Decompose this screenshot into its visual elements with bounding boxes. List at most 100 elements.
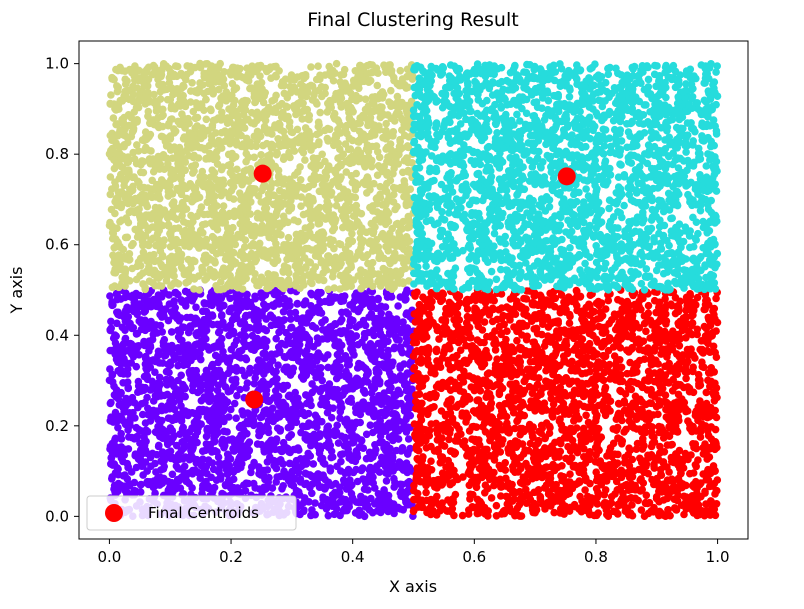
cluster-1-point <box>693 325 702 334</box>
cluster-0-point <box>314 366 323 375</box>
cluster-1-point <box>673 496 682 505</box>
cluster-1-point <box>642 491 651 500</box>
cluster-0-point <box>340 479 349 487</box>
cluster-1-point <box>418 502 427 511</box>
cluster-0-point <box>232 336 241 345</box>
cluster-1-point <box>458 400 467 409</box>
cluster-0-point <box>279 482 288 490</box>
cluster-1-point <box>553 329 561 338</box>
cluster-1-point <box>513 504 522 512</box>
cluster-0-point <box>145 337 153 346</box>
cluster-1-point <box>414 446 423 455</box>
cluster-0-point <box>301 431 309 439</box>
cluster-1-point <box>658 428 666 437</box>
cluster-0-point <box>306 471 314 479</box>
cluster-1-point <box>509 408 518 417</box>
cluster-1-point <box>674 413 683 421</box>
cluster-1-point <box>655 497 663 506</box>
cluster-1-point <box>704 369 713 377</box>
cluster-1-point <box>497 440 506 448</box>
cluster-0-point <box>324 443 333 452</box>
cluster-0-point <box>156 321 165 330</box>
cluster-1-point <box>453 435 461 443</box>
cluster-0-point <box>403 450 412 458</box>
cluster-0-point <box>361 292 369 300</box>
cluster-1-point <box>668 345 677 354</box>
cluster-1-point <box>693 496 701 505</box>
cluster-0-point <box>307 401 315 410</box>
cluster-0-point <box>253 440 262 448</box>
cluster-0-point <box>167 328 176 336</box>
cluster-0-point <box>268 484 277 492</box>
cluster-1-point <box>429 507 437 515</box>
cluster-0-point <box>251 292 259 301</box>
cluster-0-point <box>363 367 372 376</box>
cluster-0-point <box>229 475 238 484</box>
cluster-0-point <box>202 477 210 486</box>
cluster-1-point <box>552 317 561 326</box>
cluster-1-point <box>487 433 496 442</box>
cluster-1-point <box>623 504 631 513</box>
cluster-1-point <box>492 361 501 369</box>
cluster-1-point <box>520 492 528 501</box>
cluster-1-point <box>693 293 702 302</box>
cluster-1-point <box>549 413 557 421</box>
cluster-1-point <box>540 342 549 350</box>
cluster-0-point <box>404 400 413 409</box>
cluster-0-point <box>127 350 136 358</box>
cluster-1-point <box>678 400 687 409</box>
cluster-0-point <box>177 402 185 410</box>
cluster-0-point <box>123 378 132 387</box>
cluster-0-point <box>158 359 167 367</box>
cluster-1-point <box>613 459 622 468</box>
cluster-0-point <box>390 343 399 352</box>
cluster-1-point <box>565 319 574 328</box>
cluster-1-point <box>541 315 549 323</box>
cluster-1-point <box>603 393 612 401</box>
cluster-1-point <box>505 364 514 372</box>
cluster-1-point <box>665 422 673 431</box>
cluster-1-point <box>631 392 640 401</box>
cluster-1-point <box>451 384 459 393</box>
cluster-0-point <box>309 480 317 488</box>
cluster-0-point <box>199 455 207 464</box>
cluster-0-point <box>393 319 402 327</box>
cluster-1-point <box>690 504 699 513</box>
cluster-0-point <box>203 343 212 351</box>
cluster-1-point <box>502 335 510 344</box>
cluster-0-point <box>332 359 341 367</box>
cluster-1-point <box>568 425 576 433</box>
cluster-0-point <box>301 422 310 431</box>
cluster-1-point <box>579 326 587 335</box>
cluster-1-point <box>640 468 648 477</box>
cluster-1-point <box>480 318 489 326</box>
cluster-1-point <box>461 358 470 367</box>
cluster-1-point <box>446 344 454 353</box>
cluster-0-point <box>361 495 369 503</box>
cluster-0-point <box>168 348 176 356</box>
cluster-1-point <box>601 383 610 392</box>
cluster-0-point <box>247 345 256 354</box>
cluster-1-point <box>437 297 445 306</box>
cluster-1-point <box>664 506 672 514</box>
cluster-0-point <box>207 445 215 454</box>
cluster-1-point <box>520 386 529 395</box>
cluster-0-point <box>266 453 274 461</box>
cluster-1-point <box>466 495 474 503</box>
cluster-0-point <box>217 392 226 400</box>
cluster-1-point <box>677 470 685 478</box>
cluster-1-point <box>478 294 487 302</box>
cluster-1-point <box>494 432 503 441</box>
cluster-1-point <box>671 369 679 377</box>
cluster-1-point <box>419 425 427 434</box>
cluster-1-point <box>578 335 587 344</box>
cluster-0-point <box>111 436 119 444</box>
cluster-0-point <box>238 407 246 415</box>
cluster-0-point <box>174 361 182 370</box>
cluster-1-point <box>663 441 672 449</box>
cluster-1-point <box>647 356 655 365</box>
cluster-0-point <box>204 373 213 381</box>
cluster-0-point <box>323 408 332 417</box>
cluster-1-point <box>580 453 588 461</box>
